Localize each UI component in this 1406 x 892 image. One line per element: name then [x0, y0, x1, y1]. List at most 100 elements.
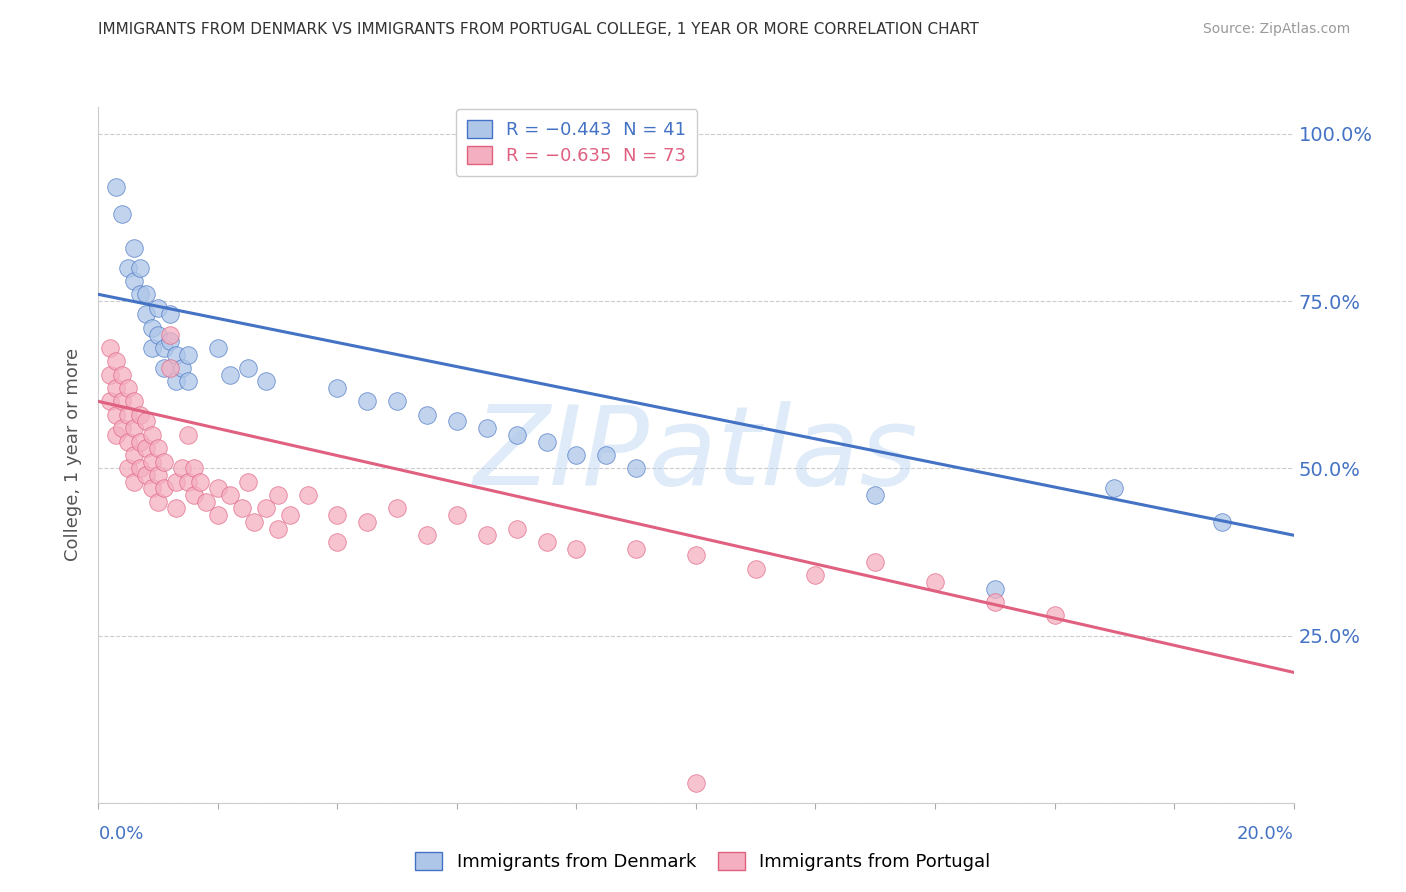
Point — [117, 461, 139, 475]
Point — [129, 461, 152, 475]
Point — [124, 274, 146, 288]
Point — [356, 515, 378, 529]
Point — [243, 515, 266, 529]
Point — [124, 448, 146, 462]
Point — [195, 494, 218, 508]
Point — [745, 562, 768, 576]
Point — [105, 381, 128, 395]
Point — [207, 508, 229, 523]
Point — [148, 301, 170, 315]
Point — [153, 361, 176, 376]
Point — [254, 375, 277, 389]
Point — [565, 448, 588, 462]
Point — [356, 394, 378, 409]
Point — [475, 421, 498, 435]
Point — [984, 595, 1007, 609]
Point — [685, 548, 707, 563]
Point — [506, 521, 529, 535]
Point — [172, 461, 194, 475]
Point — [804, 568, 827, 582]
Point — [159, 334, 181, 349]
Point — [385, 394, 409, 409]
Point — [231, 501, 253, 516]
Point — [141, 482, 163, 496]
Point — [135, 287, 157, 301]
Point — [148, 327, 170, 342]
Point — [141, 341, 163, 355]
Point — [141, 321, 163, 335]
Point — [159, 361, 181, 376]
Point — [865, 488, 887, 502]
Point — [924, 575, 946, 590]
Point — [172, 361, 194, 376]
Point — [111, 207, 134, 221]
Point — [153, 455, 176, 469]
Point — [148, 468, 170, 483]
Point — [105, 354, 128, 368]
Point — [278, 508, 301, 523]
Point — [117, 260, 139, 275]
Point — [165, 475, 187, 489]
Point — [183, 461, 205, 475]
Point — [124, 421, 146, 435]
Point — [536, 535, 558, 549]
Point — [326, 508, 349, 523]
Point — [177, 348, 200, 362]
Point — [1043, 608, 1066, 623]
Point — [117, 434, 139, 449]
Point — [135, 468, 157, 483]
Legend: R = −0.443  N = 41, R = −0.635  N = 73: R = −0.443 N = 41, R = −0.635 N = 73 — [456, 109, 697, 176]
Point — [135, 442, 157, 456]
Point — [159, 307, 181, 322]
Point — [267, 521, 290, 535]
Point — [135, 415, 157, 429]
Point — [326, 535, 349, 549]
Point — [124, 475, 146, 489]
Point — [595, 448, 617, 462]
Point — [183, 488, 205, 502]
Point — [100, 341, 122, 355]
Point — [117, 408, 139, 422]
Point — [153, 341, 176, 355]
Point — [1104, 482, 1126, 496]
Text: 20.0%: 20.0% — [1237, 825, 1294, 843]
Point — [236, 361, 259, 376]
Point — [105, 428, 128, 442]
Point — [326, 381, 349, 395]
Point — [129, 408, 152, 422]
Point — [148, 494, 170, 508]
Point — [153, 482, 176, 496]
Point — [129, 260, 152, 275]
Point — [685, 775, 707, 790]
Point — [236, 475, 259, 489]
Point — [111, 368, 134, 382]
Point — [135, 307, 157, 322]
Point — [117, 381, 139, 395]
Point — [536, 434, 558, 449]
Point — [626, 461, 648, 475]
Point — [105, 180, 128, 194]
Point — [416, 408, 439, 422]
Point — [385, 501, 409, 516]
Point — [177, 475, 200, 489]
Point — [475, 528, 498, 542]
Point — [207, 482, 229, 496]
Text: 0.0%: 0.0% — [98, 825, 143, 843]
Point — [446, 415, 468, 429]
Text: Source: ZipAtlas.com: Source: ZipAtlas.com — [1202, 22, 1350, 37]
Point — [219, 368, 242, 382]
Point — [267, 488, 290, 502]
Legend: Immigrants from Denmark, Immigrants from Portugal: Immigrants from Denmark, Immigrants from… — [408, 845, 998, 879]
Text: ZIPatlas: ZIPatlas — [474, 401, 918, 508]
Point — [1211, 515, 1233, 529]
Point — [219, 488, 242, 502]
Point — [207, 341, 229, 355]
Point — [177, 375, 200, 389]
Point — [159, 327, 181, 342]
Point — [297, 488, 319, 502]
Text: IMMIGRANTS FROM DENMARK VS IMMIGRANTS FROM PORTUGAL COLLEGE, 1 YEAR OR MORE CORR: IMMIGRANTS FROM DENMARK VS IMMIGRANTS FR… — [98, 22, 980, 37]
Point — [111, 394, 134, 409]
Point — [100, 368, 122, 382]
Point — [188, 475, 211, 489]
Point — [141, 455, 163, 469]
